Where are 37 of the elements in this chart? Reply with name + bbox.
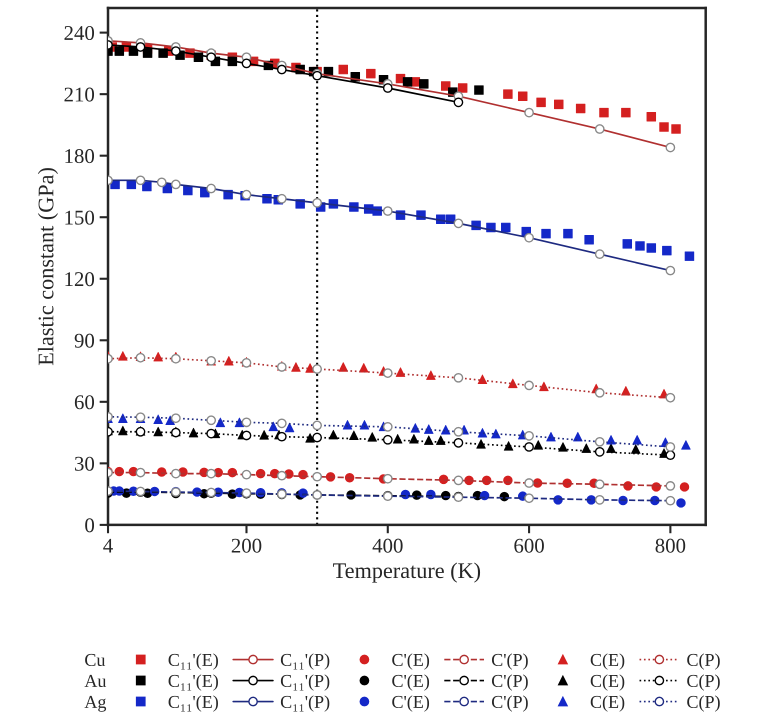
legend-label: C₁₁'(P) [280,695,330,712]
y-axis-title: Elastic constant (GPa) [38,168,58,366]
x-tick-label: 200 [232,538,262,553]
y-tick-label: 240 [64,26,94,40]
x-tick-label: 600 [514,538,544,553]
y-tick-label: 90 [74,334,94,348]
y-tick-label: 60 [74,395,94,410]
legend-label: C'(P) [492,674,528,691]
legend-label: C'(P) [492,653,528,670]
y-tick-label: 180 [65,149,94,164]
legend-label: C₁₁'(E) [168,674,218,691]
y-tick-label: 0 [85,518,94,532]
text: Ag [84,696,106,712]
legend-label: C₁₁'(P) [280,653,330,670]
y-tick-label: 30 [74,456,94,471]
y-tick-label: 210 [64,88,94,102]
legend-label: C₁₁'(P) [280,674,330,691]
legend-label: C'(E) [392,674,430,691]
legend-label: C₁₁'(E) [168,653,218,670]
legend-label: C(E) [590,674,624,691]
x-tick-label: 400 [372,538,403,553]
x-axis-title: Temperature (K) [333,562,480,583]
y-tick-label: 120 [65,272,94,286]
legend-label: C'(E) [392,653,430,670]
legend-label: C(E) [590,695,624,712]
x-tick-label: 800 [656,538,686,553]
legend-label: C₁₁'(E) [168,695,218,712]
legend-label: C'(E) [392,695,430,712]
text: Cu [85,654,106,666]
legend-label: C(P) [687,653,720,670]
x-tick-label: 4 [103,538,113,553]
y-tick-label: 150 [65,210,94,225]
legend-label: C(P) [687,674,720,691]
text: Au [84,674,106,688]
legend-label: C(E) [590,653,624,670]
legend-label: C(P) [687,695,720,712]
legend-label: C'(P) [492,695,528,712]
